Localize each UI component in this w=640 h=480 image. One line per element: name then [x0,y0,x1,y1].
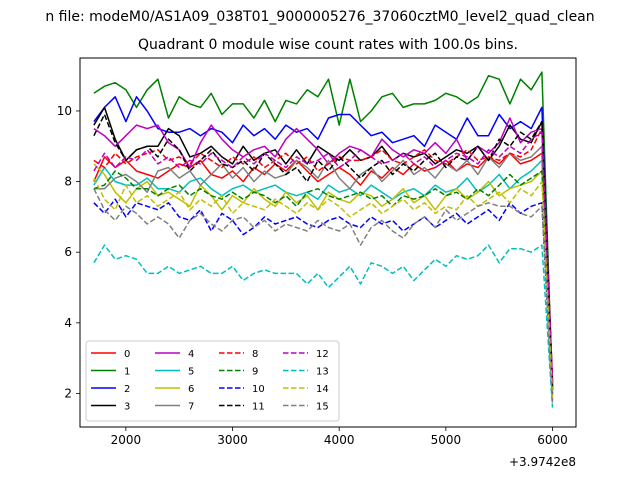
legend-label-2: 2 [124,384,130,395]
legend-label-6: 6 [188,384,194,395]
x-tick-label: 5000 [431,433,462,447]
series-line-2 [93,96,554,390]
series-line-8 [93,127,554,380]
series-line-15 [93,188,554,405]
legend-label-8: 8 [252,349,258,360]
legend-label-1: 1 [124,367,130,378]
series-line-12 [93,131,554,383]
series-line-10 [93,198,554,401]
legend-label-15: 15 [316,402,329,413]
y-tick-label: 8 [64,175,72,189]
legend-label-10: 10 [252,384,265,395]
plot-frame [79,57,577,428]
legend-label-9: 9 [252,367,258,378]
legend-label-11: 11 [252,402,265,413]
series-line-7 [93,145,554,390]
x-tick-label: 3000 [217,433,248,447]
y-tick-label: 6 [64,245,72,259]
series-line-11 [93,113,554,387]
y-tick-label: 2 [64,386,72,400]
figure-suptitle: n file: modeM0/AS1A09_038T01_9000005276_… [45,9,594,25]
legend-label-14: 14 [316,384,329,395]
series-layer [93,71,554,408]
legend-label-13: 13 [316,367,329,378]
legend-label-7: 7 [188,402,194,413]
series-line-14 [93,177,554,398]
legend-label-4: 4 [188,349,194,360]
series-line-1 [93,71,554,394]
series-line-4 [93,117,554,387]
legend-frame [85,340,340,422]
series-line-9 [93,170,554,394]
legend-label-0: 0 [124,349,130,360]
legend-label-12: 12 [316,349,329,360]
y-tick-label: 4 [64,316,72,330]
series-line-13 [93,244,554,408]
series-line-6 [93,163,554,387]
chart-title: Quadrant 0 module wise count rates with … [138,37,518,53]
legend-label-5: 5 [188,367,194,378]
y-tick-label: 10 [57,104,72,118]
legend-label-3: 3 [124,402,130,413]
x-tick-label: 6000 [537,433,568,447]
x-tick-label: 4000 [324,433,355,447]
x-axis-offset-label: +3.9742e8 [509,455,576,469]
x-tick-label: 2000 [111,433,142,447]
